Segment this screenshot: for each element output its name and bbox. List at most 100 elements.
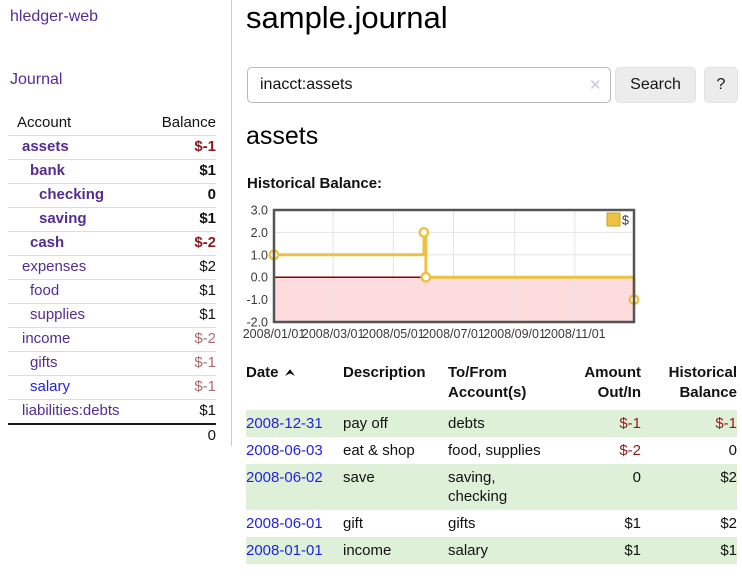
account-balance: $2 <box>140 255 216 280</box>
svg-text:2008/11/01: 2008/11/01 <box>544 327 606 341</box>
account-row-salary: salary $-1 <box>8 375 216 400</box>
transaction-date-link[interactable]: 2008-06-03 <box>246 442 323 459</box>
clear-search-icon[interactable]: ✕ <box>589 77 602 94</box>
search-button[interactable]: Search <box>615 67 696 103</box>
historical-balance-chart: $3.0 2.0 1.0 0.0 -1.0 -2.02008/01/012008/03/0… <box>243 204 640 341</box>
svg-text:2008/01/01: 2008/01/01 <box>243 327 306 341</box>
account-link-salary[interactable]: salary <box>30 378 71 395</box>
account-balance: $-1 <box>140 135 216 160</box>
chart-title: Historical Balance: <box>247 175 383 192</box>
transaction-description: gift <box>343 515 364 532</box>
app-brand-link[interactable]: hledger-web <box>10 8 99 25</box>
svg-text:3.0: 3.0 <box>251 204 268 218</box>
account-link-expenses[interactable]: expenses <box>22 258 87 275</box>
register-row: 2008-12-31 pay off debts $-1 $-1 <box>246 410 737 437</box>
account-link-assets[interactable]: assets <box>22 138 69 155</box>
transaction-balance: $-1 <box>641 410 737 437</box>
svg-text:2008/07/01: 2008/07/01 <box>422 327 485 341</box>
search-input[interactable] <box>247 67 611 103</box>
column-header-description: Description <box>343 364 426 381</box>
transaction-date-link[interactable]: 2008-01-01 <box>246 542 323 559</box>
register-row: 2008-06-03 eat & shop food, supplies $-2… <box>246 437 737 464</box>
svg-text:0.0: 0.0 <box>251 271 268 285</box>
svg-text:1.0: 1.0 <box>251 248 268 262</box>
page-title: sample.journal <box>246 0 448 35</box>
accounts-table: Account Balance assets $-1 bank $1 check… <box>8 111 216 448</box>
account-row-income: income $-2 <box>8 327 216 352</box>
svg-text:2008/09/01: 2008/09/01 <box>483 327 546 341</box>
transaction-amount: $1 <box>563 537 641 564</box>
transaction-accounts: food, supplies <box>448 442 541 459</box>
account-row-supplies: supplies $1 <box>8 303 216 328</box>
account-balance: 0 <box>140 183 216 208</box>
account-balance: $1 <box>140 303 216 328</box>
account-balance: $1 <box>140 399 216 425</box>
accounts-header-balance: Balance <box>140 111 216 136</box>
account-row-checking: checking 0 <box>8 183 216 208</box>
transaction-accounts: saving, checking <box>448 464 563 510</box>
account-row-gifts: gifts $-1 <box>8 351 216 376</box>
transaction-amount: $1 <box>624 515 641 532</box>
transaction-amount: 0 <box>563 464 641 510</box>
transaction-balance: $1 <box>641 537 737 564</box>
column-header-accounts: To/From Account(s) <box>448 364 527 401</box>
register-row: 2008-06-02 save saving, checking 0 $2 <box>246 464 737 510</box>
account-row-liabilities-debts: liabilities:debts $1 <box>8 399 216 425</box>
transaction-description: save <box>343 464 448 510</box>
column-header-balance: Historical Balance <box>668 364 737 401</box>
transaction-accounts: gifts <box>448 515 476 532</box>
account-link-food[interactable]: food <box>30 282 60 299</box>
transaction-accounts: salary <box>448 537 563 564</box>
register-table: Date Description To/From Account(s) Amou… <box>246 359 737 564</box>
account-link-income[interactable]: income <box>22 330 71 347</box>
account-link-liabilities-debts[interactable]: liabilities:debts <box>22 402 120 419</box>
account-link-supplies[interactable]: supplies <box>30 306 86 323</box>
account-row-saving: saving $1 <box>8 207 216 232</box>
accounts-total-balance: 0 <box>140 423 216 448</box>
account-balance: $1 <box>140 279 216 304</box>
transaction-balance: $2 <box>641 464 737 510</box>
sidebar-divider <box>231 0 232 446</box>
account-row-cash: cash $-2 <box>8 231 216 256</box>
current-account-heading: assets <box>246 122 319 150</box>
accounts-header-account: Account <box>8 111 141 136</box>
transaction-amount: $-2 <box>619 442 641 459</box>
svg-text:$: $ <box>622 214 629 228</box>
account-balance: $1 <box>140 207 216 232</box>
svg-text:2008/05/01: 2008/05/01 <box>362 327 425 341</box>
account-row-expenses: expenses $2 <box>8 255 216 280</box>
account-balance: $-2 <box>140 327 216 352</box>
transaction-amount: $-1 <box>563 410 641 437</box>
account-balance: $1 <box>140 159 216 184</box>
transaction-date-link[interactable]: 2008-06-01 <box>246 515 323 532</box>
svg-text:2008/03/01: 2008/03/01 <box>302 327 365 341</box>
register-header-row: Date Description To/From Account(s) Amou… <box>246 359 737 410</box>
transaction-balance: $2 <box>720 515 737 532</box>
account-row-food: food $1 <box>8 279 216 304</box>
svg-text:-1.0: -1.0 <box>246 293 268 307</box>
transaction-description: eat & shop <box>343 442 415 459</box>
register-row: 2008-06-01 gift gifts $1 $2 <box>246 510 737 537</box>
account-link-saving[interactable]: saving <box>39 210 87 227</box>
transaction-accounts: debts <box>448 410 563 437</box>
register-row: 2008-01-01 income salary $1 $1 <box>246 537 737 564</box>
svg-text:2.0: 2.0 <box>251 226 268 240</box>
account-balance: $-1 <box>140 375 216 400</box>
account-link-cash[interactable]: cash <box>30 234 65 251</box>
transaction-description: income <box>343 537 448 564</box>
transaction-date-link[interactable]: 2008-06-02 <box>246 469 323 486</box>
account-balance: $-2 <box>140 231 216 256</box>
account-row-bank: bank $1 <box>8 159 216 184</box>
column-header-date[interactable]: Date <box>246 359 343 410</box>
account-link-gifts[interactable]: gifts <box>30 354 58 371</box>
help-button[interactable]: ? <box>704 67 738 103</box>
account-link-checking[interactable]: checking <box>39 186 105 203</box>
transaction-balance: 0 <box>728 442 737 459</box>
accounts-total-row: 0 <box>8 423 216 448</box>
svg-text:-2.0: -2.0 <box>246 316 268 330</box>
transaction-date-link[interactable]: 2008-12-31 <box>246 415 323 432</box>
transaction-description: pay off <box>343 410 448 437</box>
sidebar-item-journal[interactable]: Journal <box>10 71 63 88</box>
account-link-bank[interactable]: bank <box>30 162 66 179</box>
account-row-assets: assets $-1 <box>8 135 216 160</box>
